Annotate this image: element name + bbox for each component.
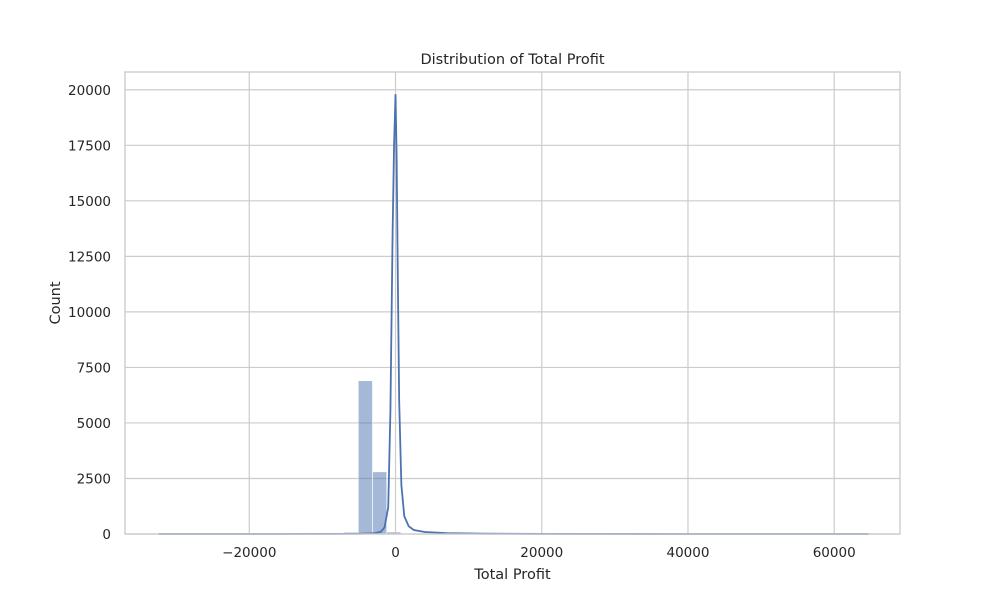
- y-axis-ticks: 0 2500 5000 7500 10000 12500 15000 17500 20000: [68, 83, 111, 543]
- y-tick-label: 20000: [68, 83, 111, 99]
- y-tick-label: 12500: [68, 249, 111, 265]
- grid-lines: [125, 72, 900, 535]
- x-tick-label: 40000: [666, 545, 709, 561]
- y-tick-label: 0: [102, 527, 111, 543]
- x-tick-label: 60000: [813, 545, 856, 561]
- plot-frame: [124, 71, 901, 535]
- x-tick-label: −20000: [222, 545, 276, 561]
- y-tick-label: 17500: [68, 138, 111, 154]
- y-axis-label: Count: [48, 281, 64, 324]
- histogram-bars: [158, 380, 872, 535]
- x-tick-label: 0: [391, 545, 400, 561]
- y-tick-label: 10000: [68, 305, 111, 321]
- chart-title: Distribution of Total Profit: [420, 52, 604, 68]
- y-tick-label: 5000: [77, 416, 111, 432]
- y-tick-label: 15000: [68, 194, 111, 210]
- kde-curve: [158, 94, 869, 535]
- x-axis-label: Total Profit: [473, 567, 551, 583]
- y-tick-label: 7500: [77, 360, 111, 376]
- histogram-bar: [357, 380, 373, 535]
- kde-curve-group: [158, 94, 869, 535]
- x-axis-ticks: −20000 0 20000 40000 60000: [222, 545, 856, 561]
- x-tick-label: 20000: [520, 545, 563, 561]
- y-tick-label: 2500: [77, 471, 111, 487]
